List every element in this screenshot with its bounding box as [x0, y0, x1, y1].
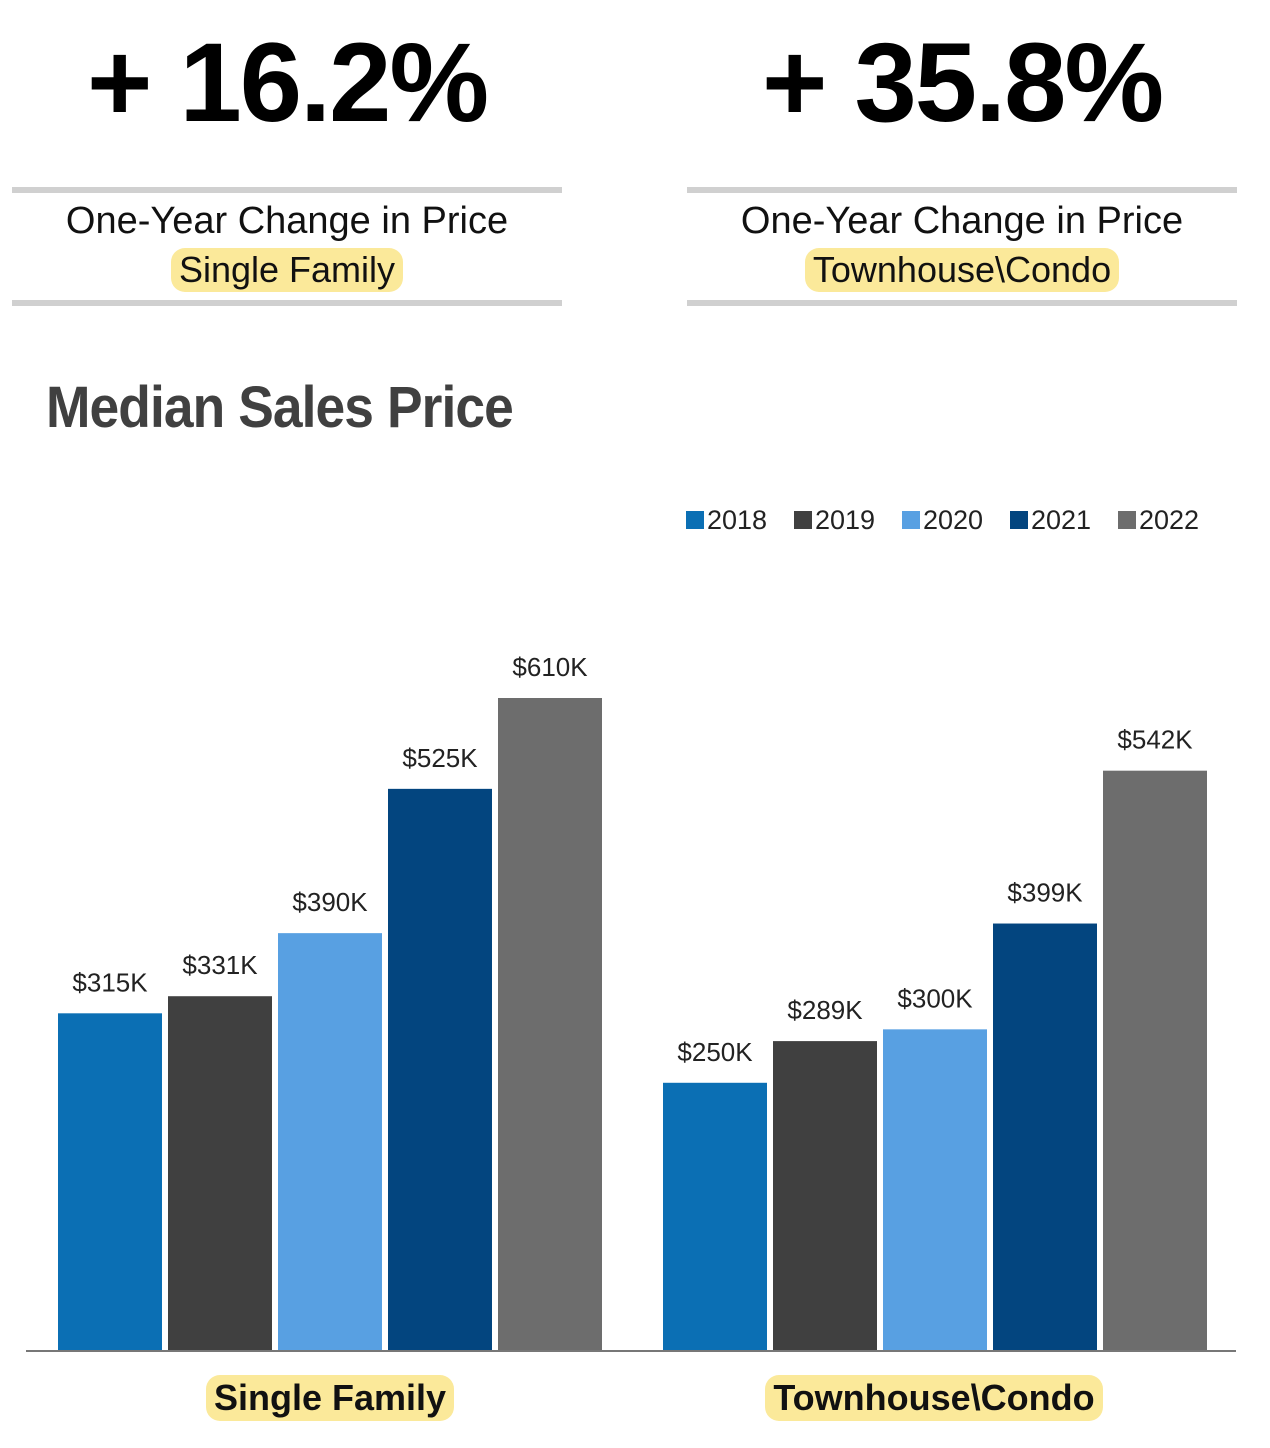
data-label-2019-1: $289K [787, 995, 863, 1025]
data-label-2022-0: $610K [512, 652, 588, 682]
data-label-2018-1: $250K [677, 1037, 753, 1067]
data-label-2021-1: $399K [1007, 878, 1083, 908]
legend-label-2018: 2018 [707, 505, 767, 535]
legend-item-2018: 2018 [686, 505, 767, 535]
legend-swatch-2021 [1010, 511, 1028, 529]
data-label-2021-0: $525K [402, 743, 478, 773]
bar-2022-0 [498, 698, 602, 1350]
bar-2018-0 [58, 1013, 162, 1350]
bar-2020-1 [883, 1029, 987, 1350]
data-label-2020-0: $390K [292, 887, 368, 917]
legend-item-2020: 2020 [902, 505, 983, 535]
category-label-wrap: Single Family [130, 1375, 530, 1421]
stat-sub-label: Single Family [170, 248, 404, 292]
legend-item-2019: 2019 [794, 505, 875, 535]
divider [12, 187, 562, 193]
legend-swatch-2019 [794, 511, 812, 529]
bar-2021-0 [388, 788, 492, 1350]
category-label-townhouse-condo: Townhouse\Condo [765, 1375, 1103, 1421]
data-label-2020-1: $300K [897, 983, 973, 1013]
data-label-2018-0: $315K [72, 967, 148, 997]
stat-value: + 16.2% [86, 20, 489, 145]
section-title: Median Sales Price [46, 375, 514, 440]
legend-label-2020: 2020 [923, 505, 983, 535]
bar-2019-1 [773, 1041, 877, 1350]
stat-label: One-Year Change in Price [740, 200, 1184, 242]
legend-label-2019: 2019 [815, 505, 875, 535]
bar-2018-1 [663, 1082, 767, 1350]
divider [687, 300, 1237, 306]
stat-sub-label: Townhouse\Condo [804, 248, 1120, 292]
data-label-2022-1: $542K [1117, 725, 1193, 755]
legend-label-2021: 2021 [1031, 505, 1091, 535]
divider [12, 300, 562, 306]
category-label-single-family: Single Family [205, 1375, 455, 1421]
data-label-2019-0: $331K [182, 950, 258, 980]
legend-swatch-2018 [686, 511, 704, 529]
legend-swatch-2022 [1118, 511, 1136, 529]
bar-2022-1 [1103, 770, 1207, 1350]
bar-2021-1 [993, 923, 1097, 1350]
legend-label-2022: 2022 [1139, 505, 1199, 535]
bar-2020-0 [278, 933, 382, 1350]
legend-item-2022: 2022 [1118, 505, 1199, 535]
bar-2019-0 [168, 996, 272, 1350]
category-label-wrap: Townhouse\Condo [734, 1375, 1134, 1421]
legend-swatch-2020 [902, 511, 920, 529]
divider [687, 187, 1237, 193]
stat-value: + 35.8% [761, 20, 1164, 145]
stat-label: One-Year Change in Price [65, 200, 509, 242]
legend-item-2021: 2021 [1010, 505, 1091, 535]
